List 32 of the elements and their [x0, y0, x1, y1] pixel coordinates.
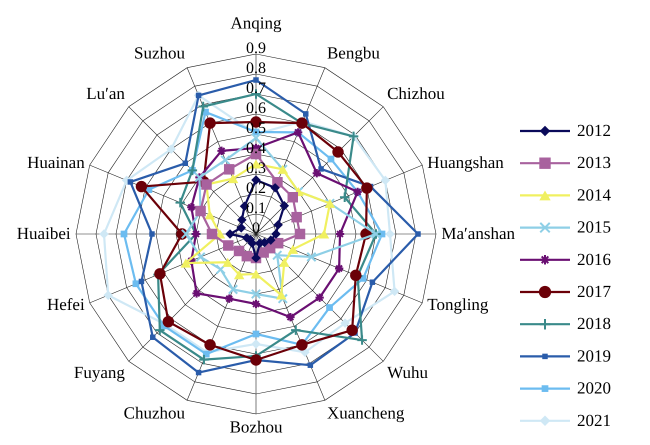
legend-label: 2021 [577, 410, 611, 430]
spoke-label: Huaibei [16, 224, 71, 243]
spoke-label: Lu′an [86, 84, 126, 103]
spoke-label: Tongling [427, 294, 489, 314]
spoke-label: Wuhu [387, 363, 428, 382]
spoke-label: Fuyang [74, 363, 126, 382]
spoke-label: Hefei [46, 294, 85, 314]
spoke-label: Huangshan [427, 153, 504, 172]
spoke-label: Bengbu [326, 44, 380, 63]
y-tick-label: 0.7 [246, 80, 266, 97]
y-tick-label: 0.5 [246, 120, 266, 137]
legend-label: 2014 [577, 185, 612, 204]
y-tick-label: 0.9 [246, 40, 266, 57]
legend-label: 2016 [577, 250, 611, 269]
y-tick-label: 0.1 [246, 200, 266, 217]
legend-label: 2017 [577, 282, 612, 301]
spoke-label: Anqing [230, 14, 282, 33]
spoke-label: Huainan [27, 153, 86, 172]
spoke-label: Chuzhou [124, 403, 186, 422]
legend-label: 2013 [577, 153, 611, 172]
legend-label: 2019 [577, 346, 611, 366]
legend-label: 2012 [577, 121, 611, 140]
legend-label: 2015 [577, 218, 611, 237]
y-tick-label: 0.8 [246, 60, 266, 77]
legend-label: 2020 [577, 378, 611, 398]
y-tick-label: 0.6 [246, 100, 266, 117]
spoke-label: Ma′anshan [441, 224, 516, 243]
spoke-label: Chizhou [387, 84, 446, 103]
spoke-label: Xuancheng [326, 403, 405, 422]
spoke-label: Suzhou [134, 44, 186, 63]
legend-label: 2018 [577, 314, 611, 334]
spoke-label: Bozhou [230, 417, 283, 436]
